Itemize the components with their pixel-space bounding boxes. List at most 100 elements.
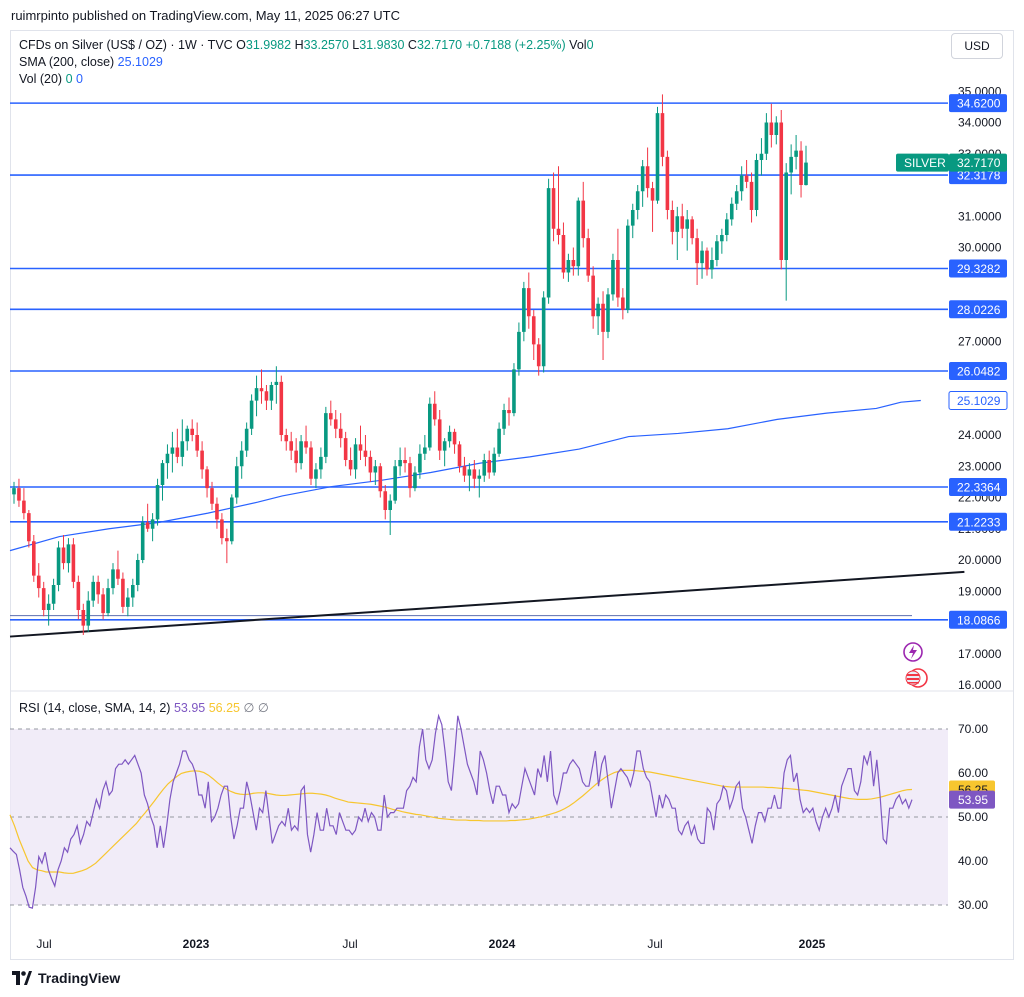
candle-body	[294, 450, 298, 464]
candle-body	[591, 275, 595, 317]
candle-body	[665, 156, 670, 210]
sma-tag-label: 25.1029	[957, 394, 1001, 408]
candle-body	[690, 219, 694, 239]
candle-body	[41, 588, 46, 610]
candle-body	[556, 228, 561, 235]
rsi-line	[9, 713, 913, 909]
level-tag	[949, 259, 1007, 278]
candle-body	[86, 600, 91, 626]
sma-value: 25.1029	[117, 55, 163, 69]
level-tag-label: 29.3282	[957, 262, 1001, 276]
symbol-legend[interactable]: CFDs on Silver (US$ / OZ) · 1W · TVC O31…	[19, 37, 594, 54]
candle-body	[304, 441, 308, 448]
candle-body	[205, 469, 209, 489]
time-tick-label: 2023	[183, 937, 210, 951]
candle-body	[116, 569, 120, 579]
candle-body	[131, 585, 135, 598]
candle-body	[200, 450, 204, 470]
candle-body	[447, 431, 452, 442]
last-price-tag	[949, 153, 1007, 172]
candle-body	[517, 331, 521, 370]
candle-body	[670, 210, 675, 232]
candle-body	[244, 428, 249, 451]
sma-200-line	[9, 399, 921, 552]
candle-body	[185, 428, 190, 442]
candle-body	[289, 441, 293, 451]
sma-tag	[948, 391, 1008, 411]
candle-body	[497, 428, 501, 454]
candle-body	[27, 513, 31, 542]
vol20-value-b: 0	[76, 72, 83, 86]
candle-body	[744, 175, 749, 182]
candle-body	[91, 581, 95, 601]
level-tag-label: 32.3178	[957, 169, 1001, 183]
candle-body	[284, 435, 289, 442]
rsi-value: 53.95	[173, 701, 206, 715]
candle-body	[729, 203, 734, 220]
us-flag-event-icon	[905, 668, 928, 688]
candle-body	[135, 560, 140, 585]
lightning-icon-glyph	[909, 645, 917, 659]
price-pane	[9, 94, 1014, 692]
candle-body	[160, 463, 165, 485]
level-tag	[949, 477, 1007, 496]
rsi-tick-label: 30.00	[958, 898, 988, 912]
candle-body	[695, 238, 699, 264]
candle-body	[700, 250, 704, 264]
level-tag-label: 34.6200	[957, 97, 1001, 111]
level-tag-label: 18.0866	[957, 613, 1001, 627]
candle-body	[576, 200, 581, 267]
sma-legend[interactable]: SMA (200, close) 25.1029	[19, 54, 163, 71]
candle-body	[398, 460, 402, 467]
candle-body	[309, 447, 313, 479]
candle-body	[165, 453, 170, 464]
candle-body	[175, 447, 180, 457]
price-tick-label: 27.0000	[958, 334, 1002, 348]
candle-body	[363, 450, 368, 457]
candle-body	[774, 122, 779, 135]
low-label: L	[352, 38, 360, 52]
candle-body	[507, 410, 511, 414]
candle-body	[804, 162, 808, 186]
candle-body	[81, 610, 86, 626]
candle-body	[368, 456, 373, 473]
time-tick-label: 2024	[489, 937, 516, 951]
candle-body	[739, 175, 744, 192]
price-change: +0.7188 (+2.25%)	[465, 38, 566, 52]
price-tick-label: 24.0000	[958, 428, 1002, 442]
level-tag	[949, 610, 1007, 629]
candle-body	[314, 469, 318, 479]
candle-body	[126, 597, 130, 607]
candle-body	[408, 463, 412, 489]
candle-body	[358, 444, 363, 451]
chart-frame	[10, 30, 1014, 960]
last-price-label: 32.7170	[957, 156, 1001, 170]
candle-body	[462, 466, 467, 476]
price-tick-label: 30.0000	[958, 241, 1002, 255]
candle-body	[487, 460, 491, 473]
candle-body	[437, 419, 442, 451]
silver-name-label: SILVER	[904, 156, 946, 170]
candle-body	[749, 181, 754, 210]
candle-body	[269, 385, 274, 401]
volume-label: Vol	[569, 38, 587, 52]
silver-name-tag	[896, 153, 949, 172]
rsi-band	[10, 729, 948, 905]
price-tick-label: 20.0000	[958, 553, 1002, 567]
rsi-tag	[949, 790, 995, 809]
low-value: 31.9830	[359, 38, 405, 52]
rsi-legend[interactable]: RSI (14, close, SMA, 14, 2) 53.95 56.25 …	[19, 700, 269, 717]
candle-body	[170, 447, 175, 454]
price-tick-label: 16.0000	[958, 678, 1002, 692]
tradingview-footer[interactable]: TradingView	[12, 970, 120, 986]
candle-body	[655, 113, 660, 201]
candle-body	[338, 428, 343, 439]
candle-body	[477, 475, 482, 479]
candle-body	[710, 260, 714, 270]
time-tick-label: Jul	[647, 937, 662, 951]
currency-button[interactable]: USD	[951, 33, 1003, 59]
candle-body	[324, 413, 328, 457]
candle-body	[254, 388, 259, 401]
volume-indicator-legend[interactable]: Vol (20) 0 0	[19, 71, 83, 88]
